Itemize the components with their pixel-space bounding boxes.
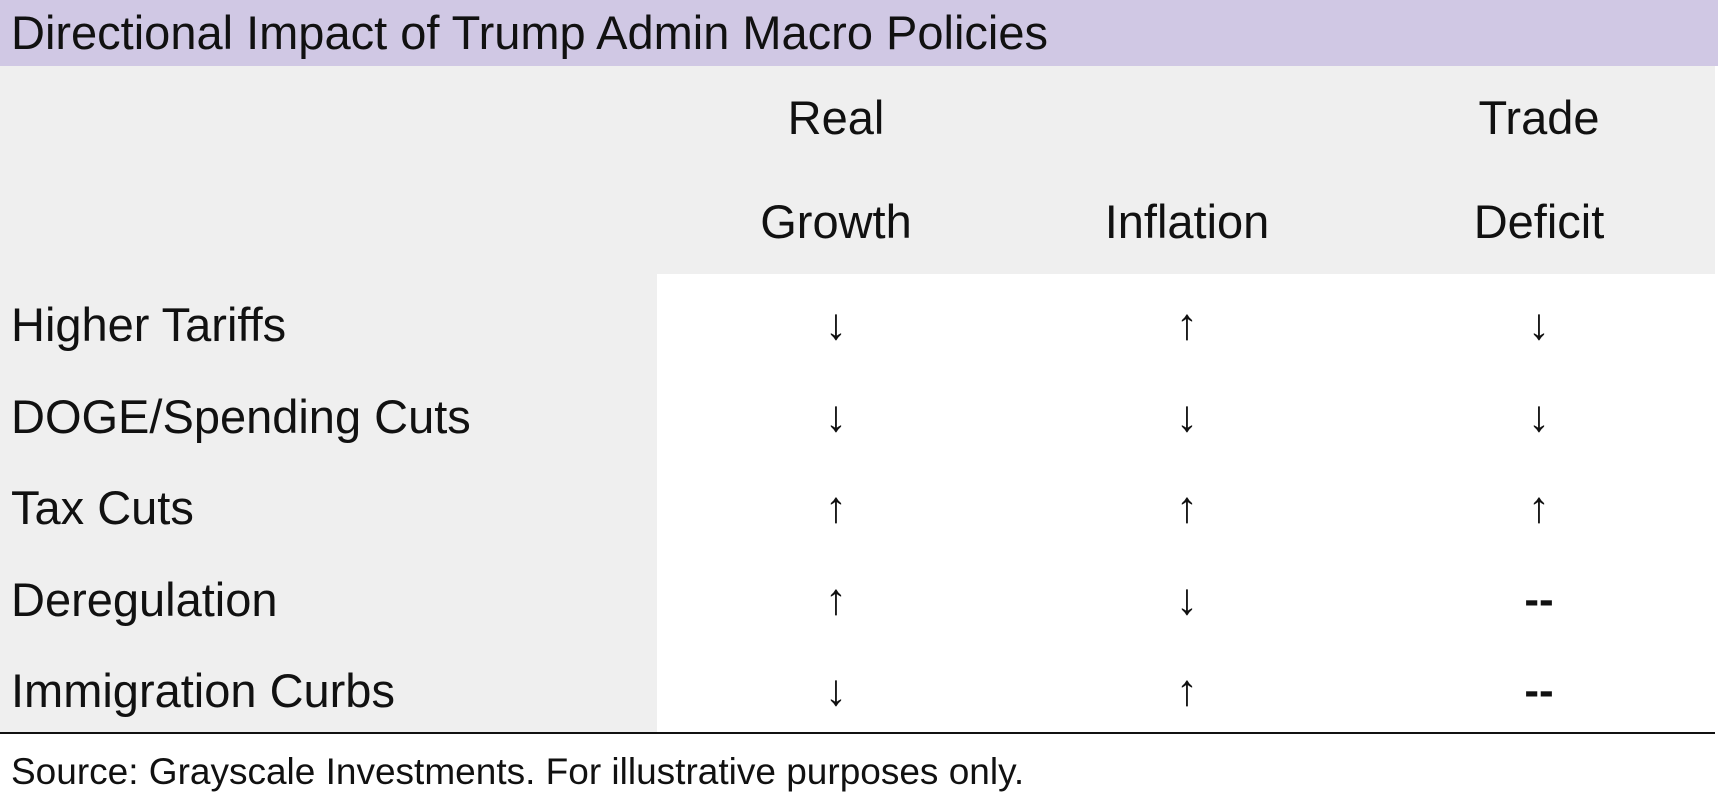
cell: ↑ (1528, 483, 1550, 532)
column-header-text: Real Growth (760, 91, 912, 248)
column-header-text: Trade Deficit (1473, 91, 1605, 248)
cell: ↓ (825, 300, 847, 349)
cell: ↓ (1528, 300, 1550, 349)
row-label: DOGE/Spending Cuts (11, 389, 471, 443)
cell: ↓ (825, 391, 847, 441)
cell: ↑ (1176, 666, 1198, 715)
source: Source: Grayscale Investments. For illus… (11, 751, 1025, 792)
cell: ↓ (1528, 391, 1550, 441)
cell: -- (1524, 574, 1554, 624)
column-header-text: Inflation (1104, 195, 1270, 248)
column-header: Real Growth (706, 66, 966, 274)
cell: ↓ (825, 666, 847, 715)
cell: ↓ (1176, 391, 1198, 441)
title: Directional Impact of Trump Admin Macro … (0, 0, 1718, 66)
header-background (0, 66, 1715, 274)
row-label: Immigration Curbs (11, 664, 395, 717)
cell: ↑ (1176, 300, 1198, 349)
row-label: Higher Tariffs (11, 298, 287, 351)
column-header: Inflation (1057, 66, 1317, 274)
cell: ↑ (825, 574, 847, 624)
column-header: Trade Deficit (1409, 66, 1669, 274)
cell: -- (1524, 666, 1554, 715)
cell: ↑ (825, 483, 847, 532)
row-label: Tax Cuts (11, 481, 194, 534)
row-label: Deregulation (11, 572, 278, 626)
cell: ↑ (1176, 483, 1198, 532)
cell: ↓ (1176, 574, 1198, 624)
label-column (0, 274, 657, 732)
rule (0, 732, 1715, 734)
